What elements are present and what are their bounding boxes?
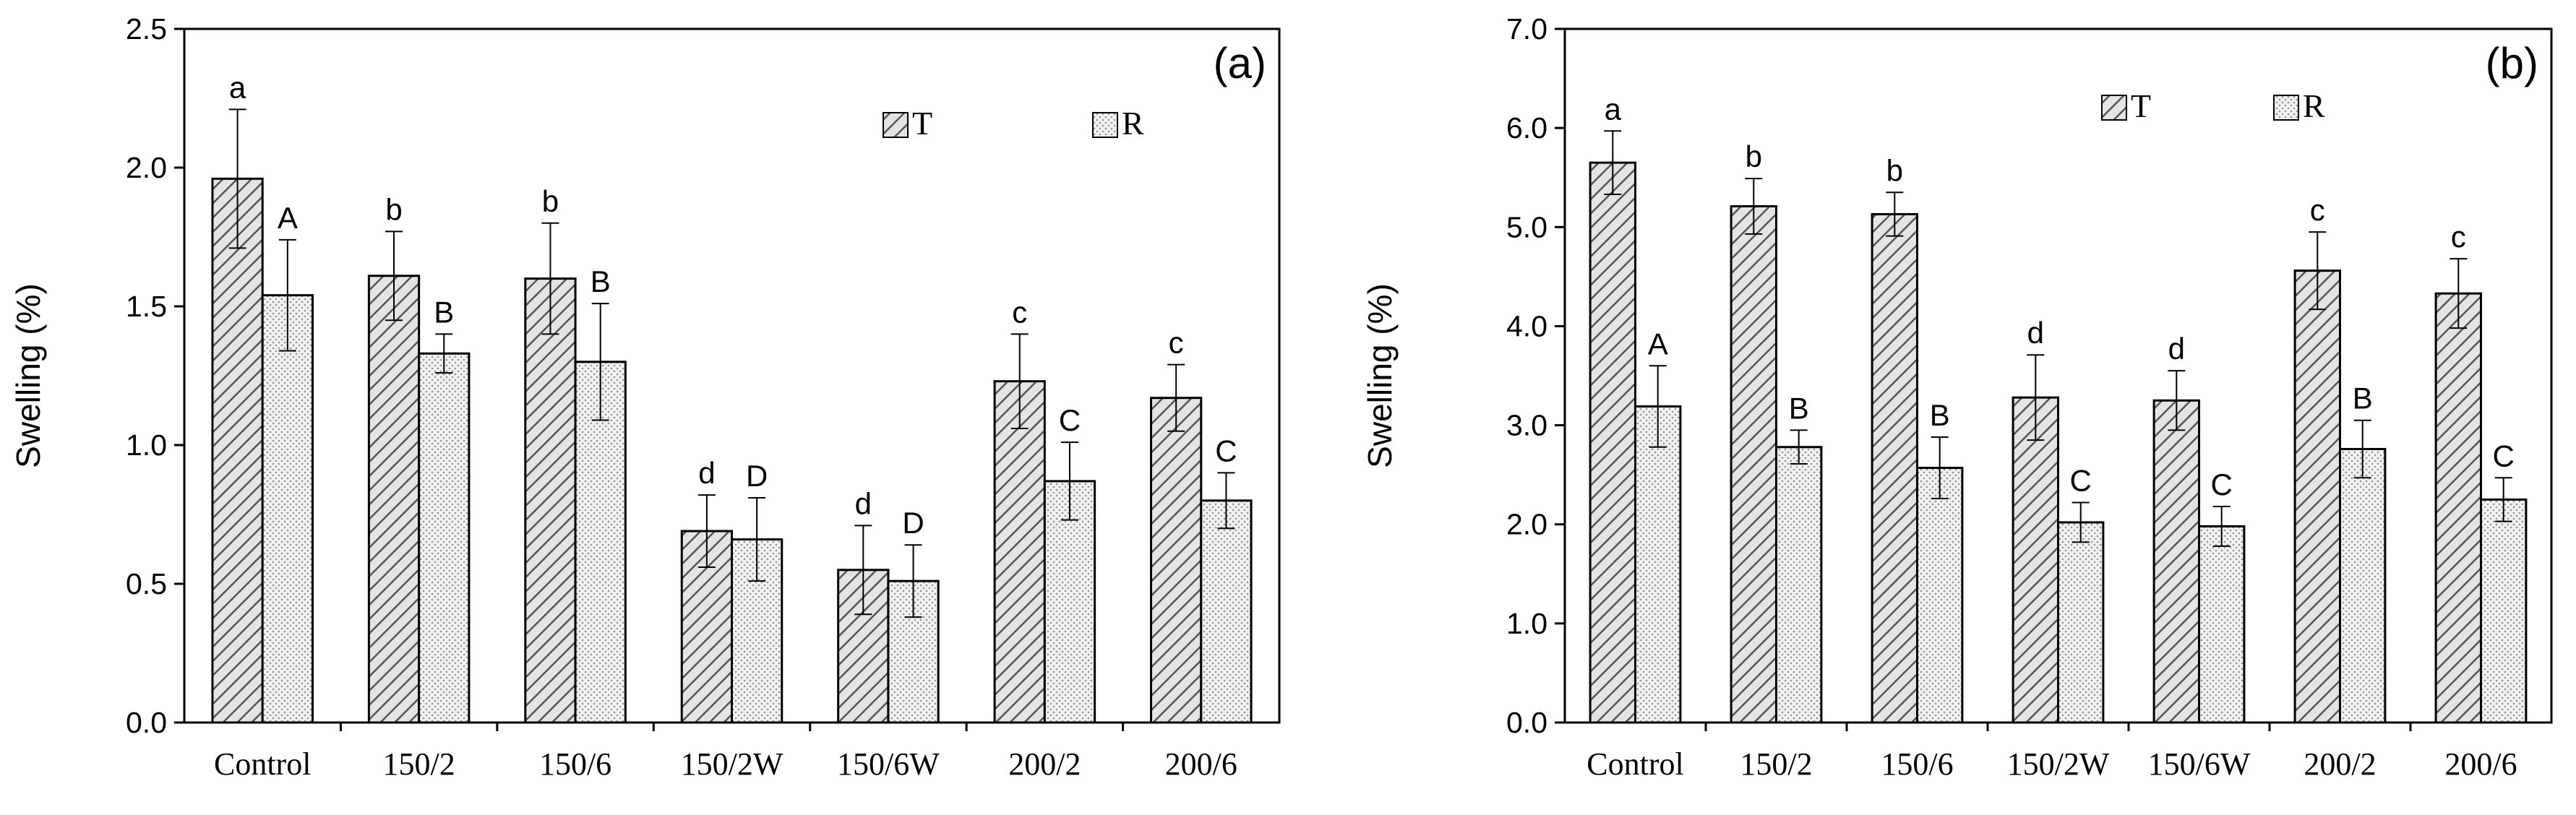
bar-r	[418, 352, 471, 724]
significance-letter: c	[2310, 193, 2325, 227]
bar-t	[1871, 212, 1919, 724]
bar-t	[2012, 396, 2060, 724]
y-tick-label: 2.0	[126, 151, 167, 184]
significance-letter: b	[1746, 139, 1762, 173]
significance-letter: c	[2451, 220, 2466, 254]
y-tick-label: 5.0	[1506, 210, 1547, 243]
significance-letter: c	[1169, 326, 1184, 360]
bar-t	[2434, 292, 2483, 724]
significance-letter: A	[1648, 327, 1668, 361]
significance-letter: d	[2027, 316, 2044, 350]
x-tick-label: Control	[214, 746, 311, 782]
bar-t	[211, 177, 264, 724]
bar-t	[367, 275, 421, 724]
legend-label: T	[2131, 87, 2151, 124]
x-tick-label: 150/6	[1881, 746, 1953, 782]
significance-letter: c	[1012, 295, 1027, 329]
significance-letter: C	[1215, 434, 1237, 467]
significance-letter: a	[1605, 92, 1622, 126]
legend-label: T	[912, 105, 932, 142]
x-tick-label: 150/6W	[837, 746, 940, 782]
x-tick-label: 150/2	[383, 746, 455, 782]
bar-t	[2293, 269, 2342, 724]
x-tick-label: 150/6W	[2148, 746, 2251, 782]
y-tick-label: 3.0	[1506, 409, 1547, 442]
bar-t	[993, 380, 1046, 724]
y-tick-label: 0.5	[126, 567, 167, 600]
y-tick-label: 1.0	[1506, 607, 1547, 640]
significance-letter: d	[698, 456, 715, 490]
bar-t	[1150, 397, 1203, 724]
y-tick-label: 2.0	[1506, 508, 1547, 541]
y-tick-label: 1.0	[126, 428, 167, 462]
significance-letter: b	[542, 184, 559, 218]
bar-r	[2198, 525, 2246, 724]
significance-letter: B	[1789, 391, 1809, 425]
y-tick-label: 0.0	[1506, 706, 1547, 739]
legend-swatch-r	[1092, 112, 1118, 138]
legend-swatch-t	[2101, 95, 2127, 121]
significance-letter: a	[229, 70, 246, 104]
x-tick-label: 150/2W	[2007, 746, 2110, 782]
y-tick-label: 4.0	[1506, 309, 1547, 342]
legend-swatch-t	[883, 112, 909, 138]
chart-panel-b: 0.0 1.0 2.0 3.0 4.0 5.0 6.0 7.0 Swelling (%) (b) C…	[1361, 12, 2553, 782]
panel-label: (b)	[2486, 39, 2538, 87]
y-tick-label: 2.5	[126, 12, 167, 46]
significance-letter: D	[746, 459, 768, 493]
significance-letter: d	[2168, 332, 2185, 366]
bar-r	[1200, 499, 1253, 724]
significance-letter: C	[1059, 403, 1081, 437]
x-tick-label: 200/2	[2304, 746, 2376, 782]
significance-letter: B	[2353, 381, 2373, 415]
significance-letter: B	[1930, 398, 1950, 432]
chart-panel-a: 0.0 0.5 1.0 1.5 2.0 2.5 Swelling (%) (a) Control…	[9, 12, 1281, 782]
x-tick-label: 150/6	[539, 746, 611, 782]
x-tick-label: 150/2W	[681, 746, 783, 782]
y-axis-label: Swelling (%)	[1361, 283, 1399, 468]
bar-t	[1589, 161, 1637, 724]
significance-letter: C	[2070, 464, 2092, 498]
bar-t	[1730, 204, 1778, 724]
y-tick-label: 6.0	[1506, 111, 1547, 145]
bar-r	[1775, 446, 1823, 724]
bar-t	[524, 277, 577, 724]
significance-letter: C	[2493, 439, 2515, 473]
x-tick-label: Control	[1587, 746, 1683, 782]
significance-letter: B	[434, 295, 454, 329]
bar-r	[2480, 498, 2528, 724]
legend-label: R	[1122, 105, 1144, 142]
x-tick-label: 200/6	[2444, 746, 2517, 782]
panel-label: (a)	[1214, 39, 1266, 87]
bar-r	[2057, 521, 2105, 724]
y-tick-label: 7.0	[1506, 12, 1547, 46]
bar-r	[1634, 405, 1682, 724]
bar-r	[2339, 447, 2387, 724]
x-tick-label: 150/2	[1740, 746, 1812, 782]
significance-letter: b	[1886, 153, 1903, 187]
significance-letter: B	[591, 264, 611, 298]
significance-letter: d	[855, 486, 872, 520]
y-tick-label: 1.5	[126, 290, 167, 323]
significance-letter: A	[278, 201, 298, 235]
bar-r	[1916, 467, 1964, 724]
bar-t	[2152, 399, 2201, 724]
bar-r	[574, 361, 627, 724]
bar-r	[1043, 480, 1096, 724]
legend-swatch-r	[2273, 95, 2299, 121]
significance-letter: C	[2211, 467, 2233, 501]
legend-label: R	[2303, 87, 2325, 124]
y-tick-label: 0.0	[126, 706, 167, 739]
y-axis-label: Swelling (%)	[9, 283, 47, 468]
bar-r	[261, 294, 314, 724]
x-tick-label: 200/2	[1008, 746, 1081, 782]
x-tick-label: 200/6	[1165, 746, 1237, 782]
significance-letter: b	[385, 192, 402, 226]
significance-letter: D	[902, 506, 924, 540]
